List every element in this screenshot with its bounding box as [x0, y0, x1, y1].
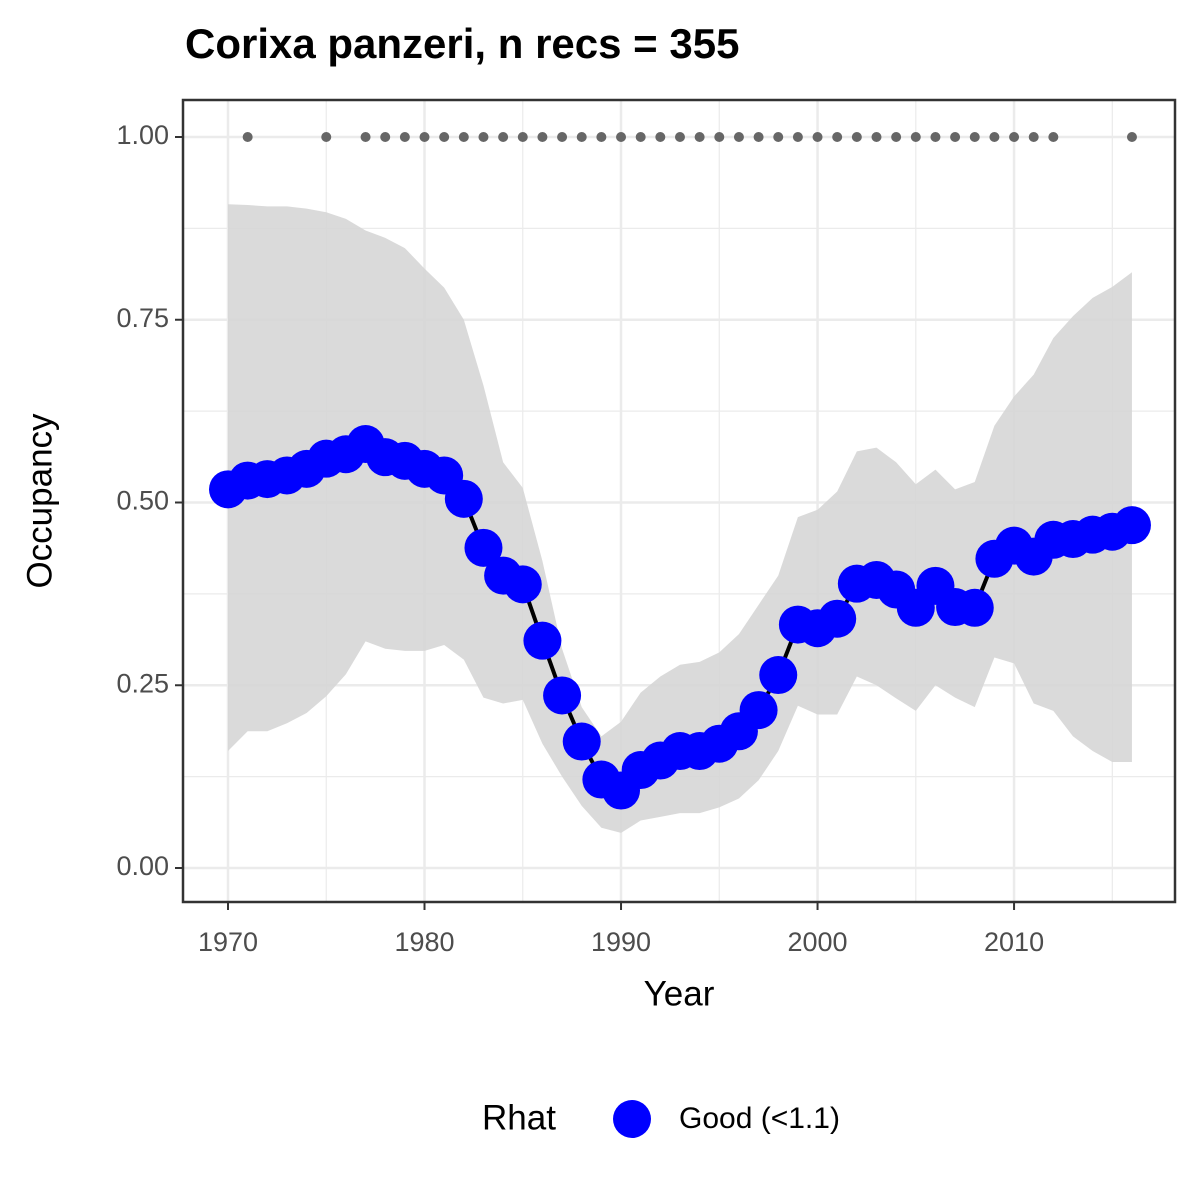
record-point	[773, 131, 784, 142]
legend-key	[613, 1100, 651, 1138]
data-point	[759, 656, 798, 695]
record-point	[635, 131, 646, 142]
x-tick-label: 2010	[984, 927, 1044, 957]
record-point	[1009, 131, 1020, 142]
data-point	[562, 722, 601, 761]
y-tick-label: 0.75	[116, 303, 169, 333]
y-tick-label: 0.50	[116, 486, 169, 516]
record-point	[989, 131, 1000, 142]
record-point	[832, 131, 843, 142]
record-point	[891, 131, 902, 142]
record-point	[1126, 131, 1137, 142]
x-tick-label: 2000	[788, 927, 848, 957]
record-point	[812, 131, 823, 142]
y-tick-label: 0.00	[116, 851, 169, 881]
record-point	[360, 131, 371, 142]
x-tick-label: 1970	[198, 927, 258, 957]
panel-border	[181, 98, 1177, 904]
record-point	[1028, 131, 1039, 142]
record-point	[439, 131, 450, 142]
data-point	[739, 691, 778, 730]
record-point	[950, 131, 961, 142]
record-point	[871, 131, 882, 142]
data-point	[464, 528, 503, 567]
x-axis-title: Year	[644, 974, 715, 1013]
record-point	[753, 131, 764, 142]
record-point	[242, 131, 253, 142]
record-point	[419, 131, 430, 142]
data-point	[523, 621, 562, 660]
data-point	[444, 479, 483, 518]
record-point	[498, 131, 509, 142]
record-point	[910, 131, 921, 142]
record-point	[576, 131, 587, 142]
record-point	[969, 131, 980, 142]
record-point	[694, 131, 705, 142]
data-point	[955, 588, 994, 627]
record-point	[321, 131, 332, 142]
legend-title: Rhat	[482, 1098, 556, 1137]
record-point	[674, 131, 685, 142]
y-tick-label: 1.00	[116, 120, 169, 150]
data-point	[1112, 506, 1151, 545]
record-point	[537, 131, 548, 142]
legend-label: Good (<1.1)	[679, 1102, 840, 1135]
record-point	[596, 131, 607, 142]
record-point	[458, 131, 469, 142]
y-axis-title: Occupancy	[20, 413, 59, 589]
record-point	[851, 131, 862, 142]
data-point	[818, 599, 857, 638]
record-point	[478, 131, 489, 142]
record-point	[792, 131, 803, 142]
record-point	[1048, 131, 1059, 142]
x-tick-label: 1980	[394, 927, 454, 957]
record-point	[380, 131, 391, 142]
confidence-band	[228, 204, 1132, 833]
record-point	[399, 131, 410, 142]
record-point	[616, 131, 627, 142]
record-point	[557, 131, 568, 142]
record-point	[517, 131, 528, 142]
record-point	[655, 131, 666, 142]
data-point	[503, 565, 542, 604]
y-tick-label: 0.25	[116, 668, 169, 698]
x-tick-label: 1990	[591, 927, 651, 957]
record-point	[733, 131, 744, 142]
data-point	[543, 676, 582, 715]
record-point	[930, 131, 941, 142]
record-point	[714, 131, 725, 142]
chart-title: Corixa panzeri, n recs = 355	[185, 20, 739, 67]
